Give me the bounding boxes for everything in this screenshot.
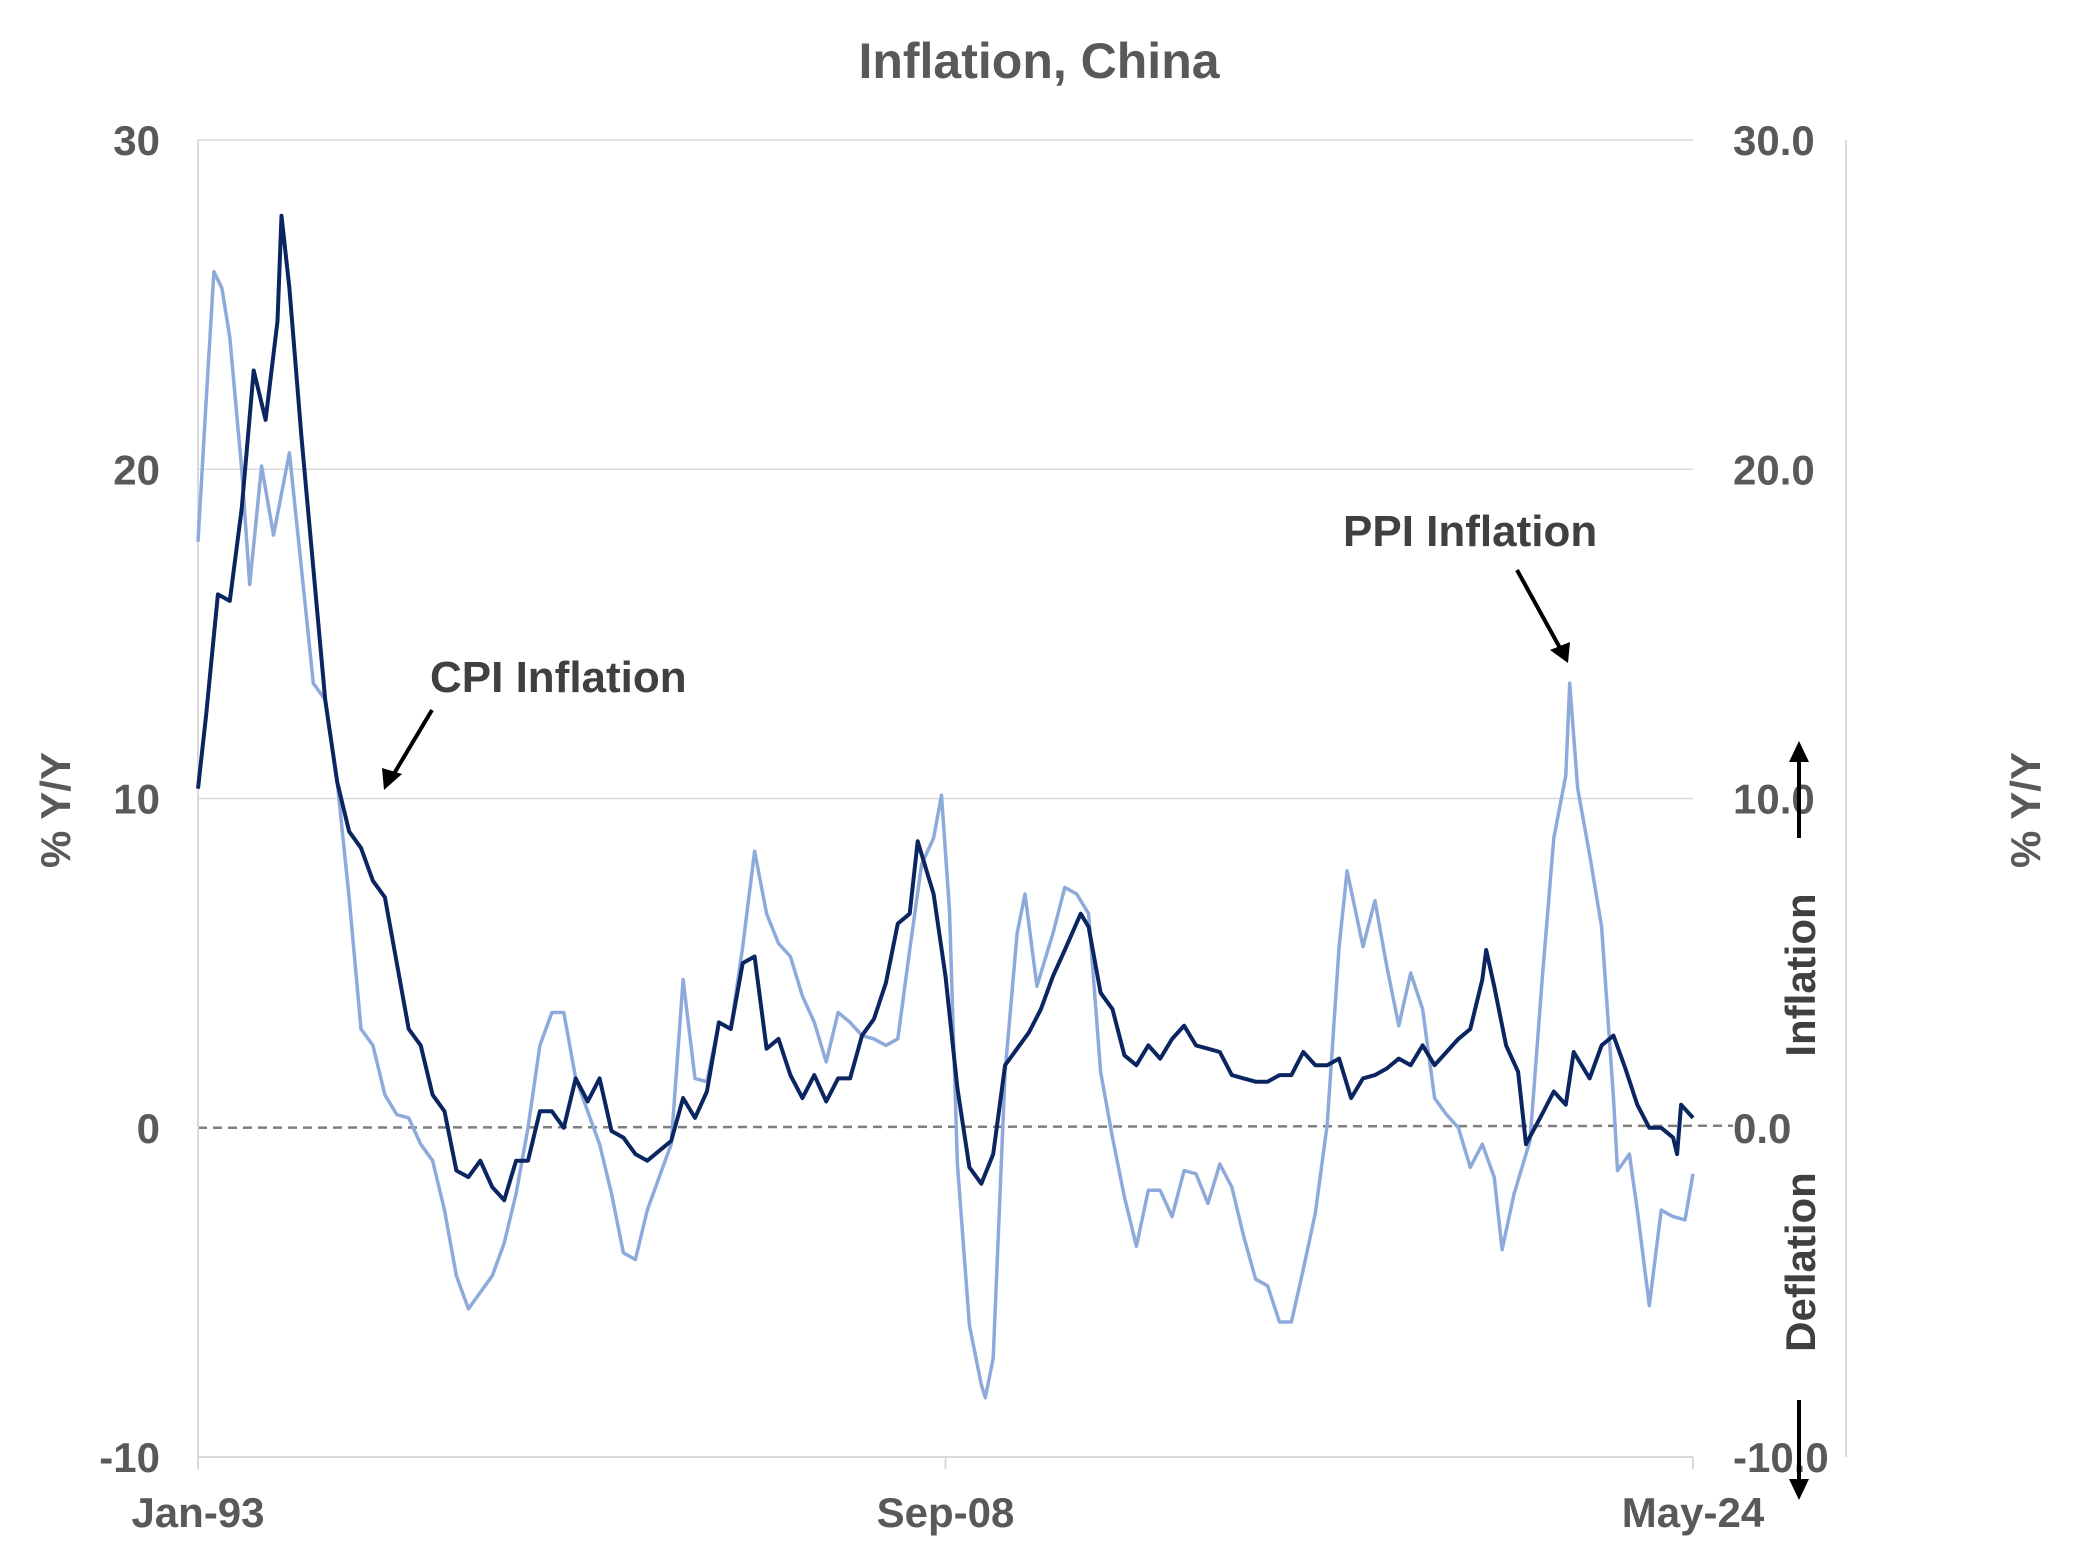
deflation-arrow-head	[1789, 1479, 1809, 1500]
y-tick-left: 30	[113, 117, 160, 164]
cpi-annotation: CPI Inflation	[430, 653, 687, 702]
y-tick-right: 10.0	[1733, 776, 1815, 823]
zero-line	[197, 1124, 1734, 1129]
ppi-arrow-head	[1550, 642, 1570, 663]
y-tick-right: 20.0	[1733, 446, 1815, 493]
y-tick-left: 0	[137, 1105, 160, 1152]
x-tick-label: Jan-93	[131, 1489, 264, 1536]
deflation-label: Deflation	[1777, 1172, 1824, 1352]
x-tick-label: Sep-08	[877, 1489, 1015, 1536]
y-tick-right: 30.0	[1733, 117, 1815, 164]
chart-title: Inflation, China	[858, 33, 1220, 89]
inflation-label: Inflation	[1777, 893, 1824, 1056]
cpi-annotation-arrow	[390, 708, 434, 779]
ppi-series-line	[196, 269, 1695, 1400]
y-tick-right: -10.0	[1733, 1434, 1829, 1481]
y-tick-left: 20	[113, 446, 160, 493]
cpi-arrow-head	[382, 768, 402, 790]
series-lines	[196, 213, 1695, 1400]
inflation-arrow-head	[1789, 741, 1809, 762]
x-tick-label: May-24	[1622, 1489, 1765, 1536]
axes	[197, 140, 1847, 1469]
y-tick-left: -10	[99, 1434, 160, 1481]
right-axis-label: % Y/Y	[2002, 752, 2049, 868]
y-tick-left: 10	[113, 776, 160, 823]
left-axis-label: % Y/Y	[32, 752, 79, 868]
y-tick-right: 0.0	[1733, 1105, 1791, 1152]
ppi-annotation: PPI Inflation	[1343, 507, 1597, 556]
cpi-series-line	[196, 213, 1695, 1203]
tick-labels: 30 30.0 20 20.0 10 10.0 0 0.0 -10 -10.0 Jan-93 Sep-…	[99, 117, 1828, 1536]
ppi-annotation-arrow	[1515, 569, 1562, 649]
